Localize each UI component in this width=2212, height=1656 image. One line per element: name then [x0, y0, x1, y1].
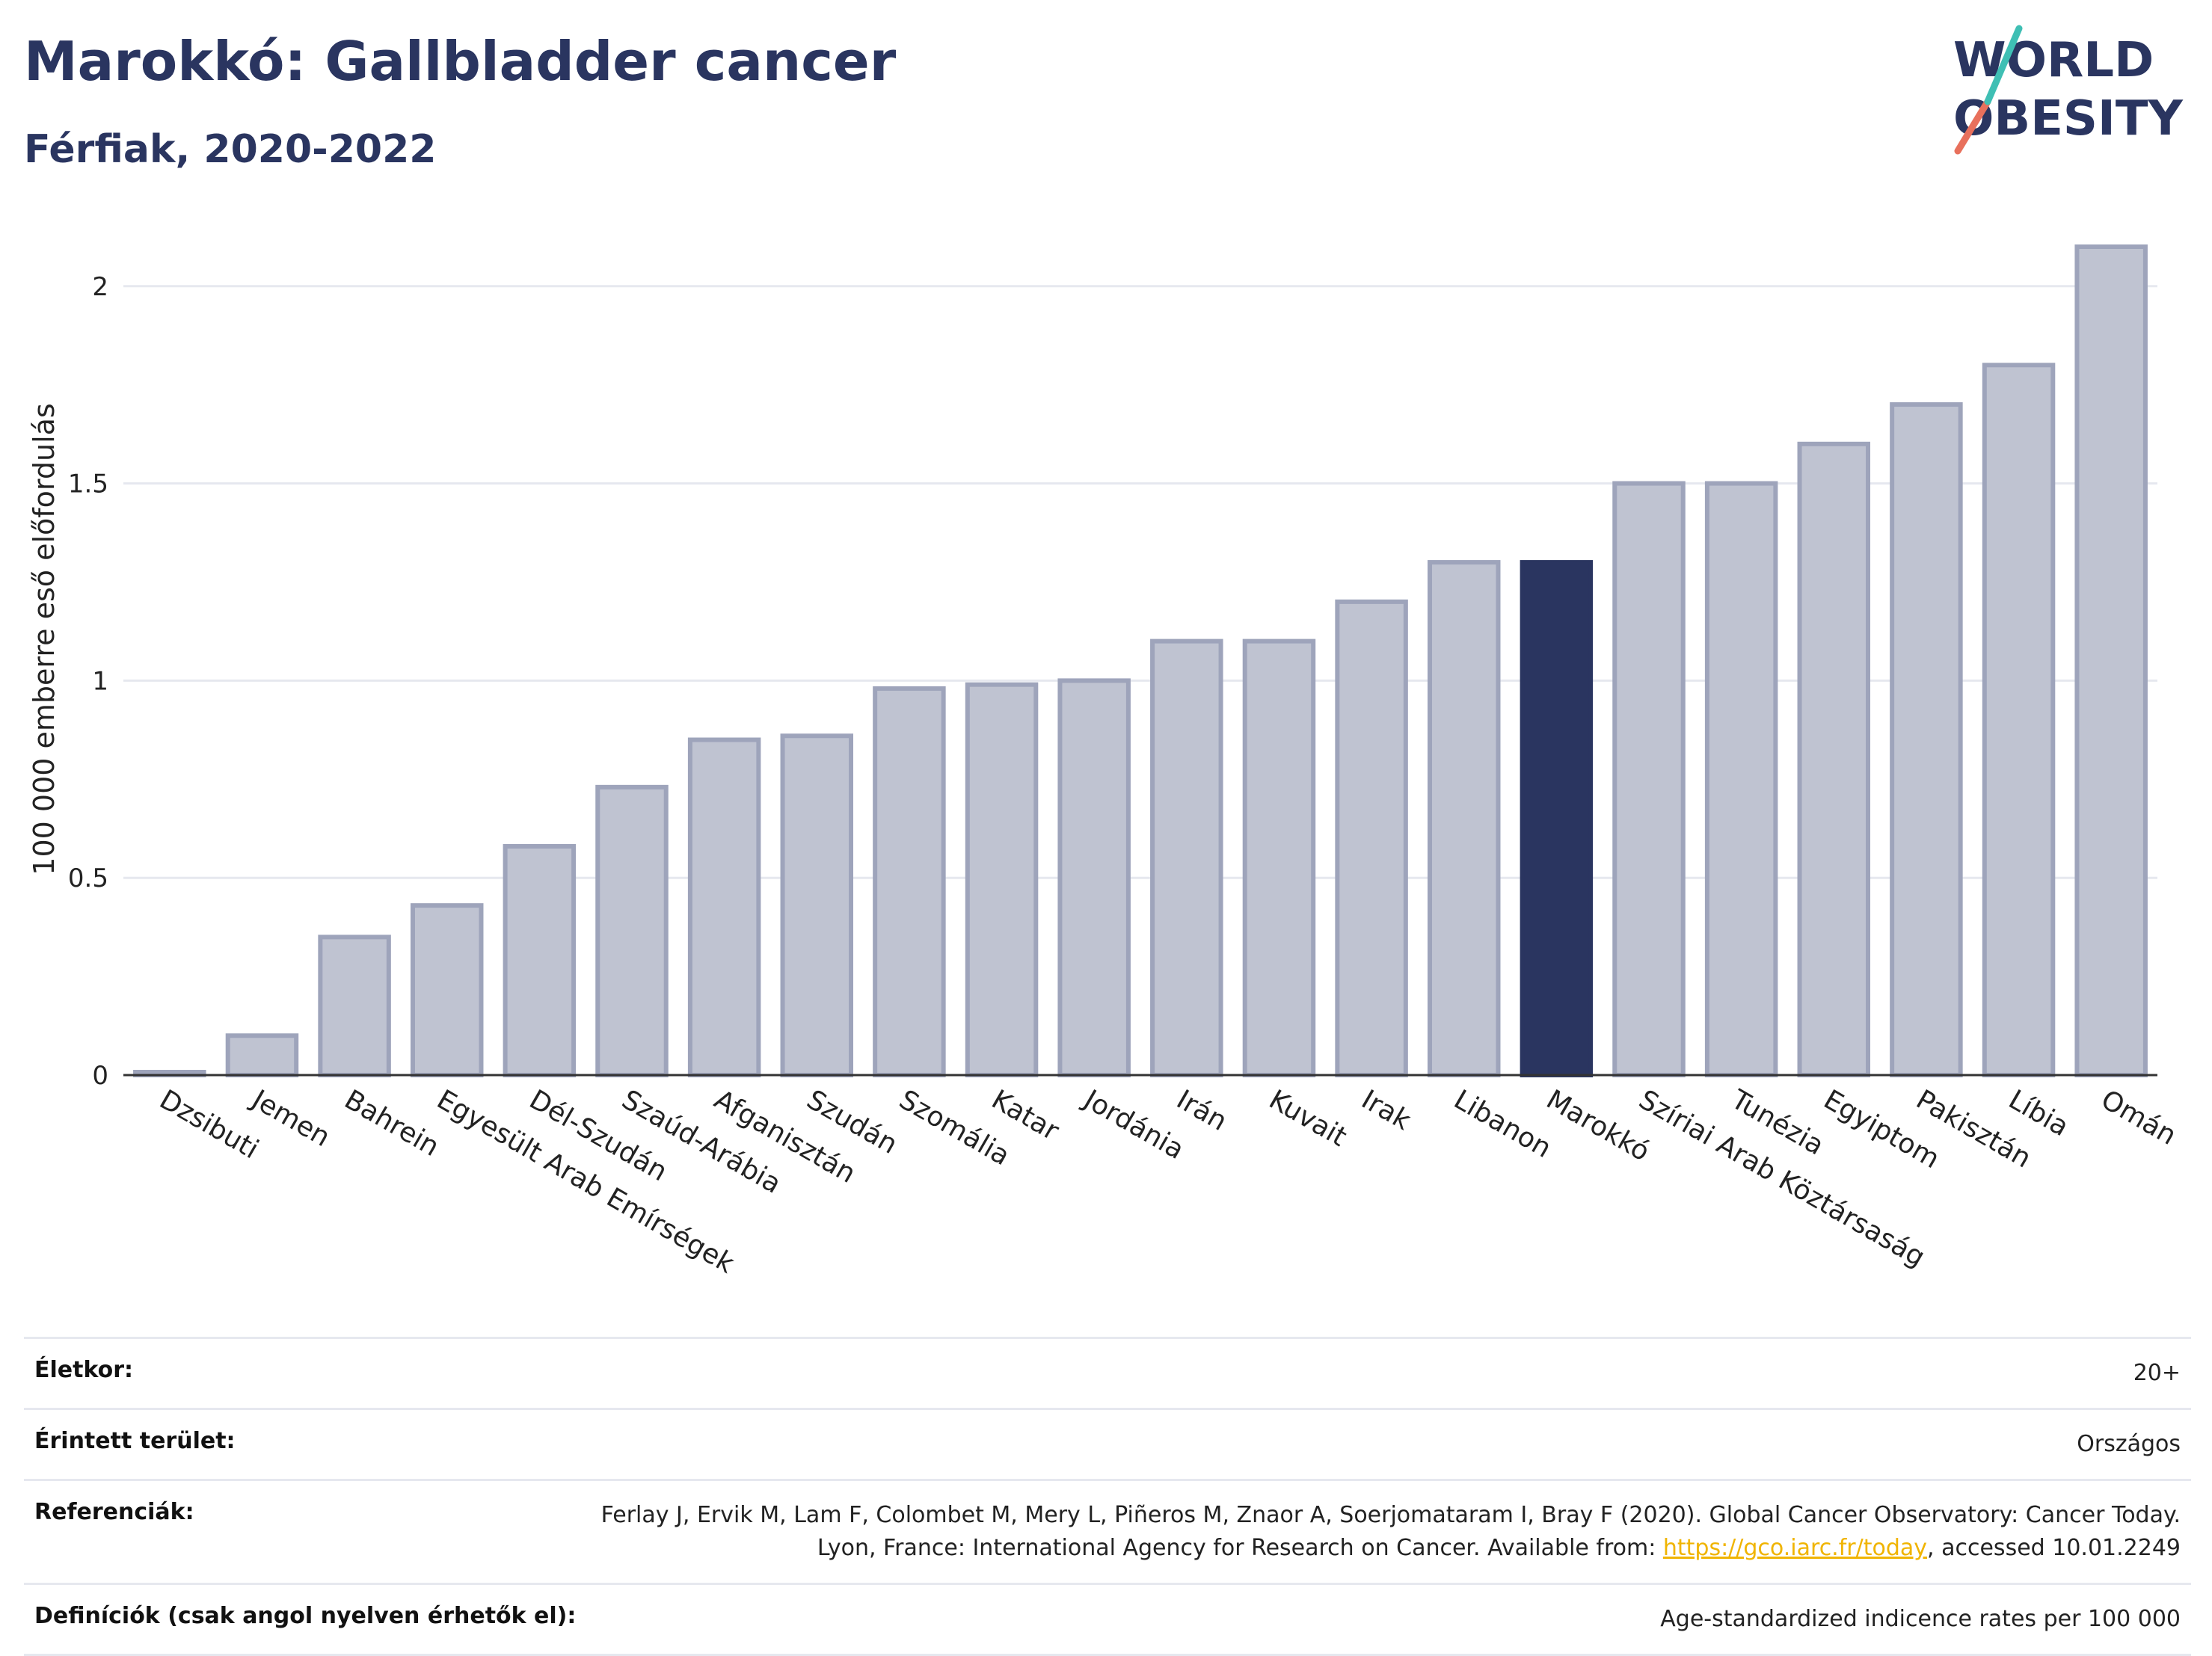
- bar-Omán: [2074, 244, 2148, 1077]
- x-tick-label: Irak: [1357, 1084, 1416, 1136]
- footer-row-definitions: Definíciók (csak angol nyelven érhetők e…: [24, 1583, 2191, 1656]
- bar-Dél-Szudán: [503, 843, 577, 1077]
- x-tick-label: Líbia: [2003, 1084, 2074, 1142]
- footer-row-references: Referenciák: Ferlay J, Ervik M, Lam F, C…: [24, 1479, 2191, 1583]
- x-tick-label: Dzsibuti: [154, 1084, 263, 1165]
- bar-Irán: [1150, 638, 1223, 1077]
- world-obesity-logo: WORLD OBESITY: [1953, 25, 2183, 155]
- bar-Szudán: [780, 733, 854, 1077]
- y-tick-label: 0.5: [68, 864, 108, 893]
- y-tick-label: 2: [92, 272, 108, 302]
- y-tick-label: 0: [92, 1061, 108, 1091]
- bar-Marokkó: [1520, 560, 1594, 1077]
- y-tick-label: 1: [92, 666, 108, 696]
- bar-Irak: [1335, 599, 1408, 1077]
- bar-Jordánia: [1057, 678, 1131, 1077]
- x-tick-label: Jordánia: [1078, 1083, 1189, 1166]
- bar-Katar: [965, 682, 1039, 1077]
- x-tick-label: Szaúd-Arábia: [617, 1084, 787, 1200]
- definitions-label: Definíciók (csak angol nyelven érhetők e…: [34, 1603, 577, 1629]
- y-tick-label: 1.5: [68, 470, 108, 499]
- footer-table: Életkor: 20+ Érintett terület: Országos …: [24, 1337, 2191, 1656]
- bar-Szíriai Arab Köztársaság: [1612, 481, 1686, 1077]
- bar-Líbia: [1982, 363, 2056, 1077]
- area-label: Érintett terület:: [34, 1428, 236, 1454]
- bar-Bahrein: [318, 935, 391, 1078]
- references-value: Ferlay J, Ervik M, Lam F, Colombet M, Me…: [535, 1499, 2181, 1565]
- references-label: Referenciák:: [34, 1499, 194, 1525]
- page-subtitle: Férfiak, 2020-2022: [24, 127, 437, 172]
- x-tick-label: Irán: [1171, 1084, 1232, 1137]
- x-tick-label: Marokkó: [1541, 1084, 1655, 1167]
- references-accessed: , accessed 10.01.2249: [1927, 1535, 2181, 1561]
- references-link[interactable]: https://gco.iarc.fr/today: [1662, 1535, 1928, 1561]
- footer-row-age: Életkor: 20+: [24, 1337, 2191, 1408]
- y-axis-label: 100 000 emberre eső előfordulás: [28, 403, 61, 875]
- bar-Tunézia: [1704, 481, 1778, 1077]
- bar-Pakisztán: [1890, 402, 1963, 1077]
- bar-Libanon: [1427, 560, 1501, 1077]
- definitions-value: Age-standardized indicence rates per 100…: [1660, 1606, 2181, 1632]
- age-label: Életkor:: [34, 1357, 134, 1383]
- bar-Kuvait: [1242, 638, 1316, 1077]
- bar-Egyesült Arab Emírségek: [410, 903, 484, 1077]
- bar-Jemen: [225, 1033, 299, 1077]
- x-tick-label: Bahrein: [340, 1084, 444, 1163]
- svg-text:WORLD: WORLD: [1953, 33, 2154, 88]
- x-tick-label: Libanon: [1448, 1084, 1556, 1164]
- bars-layer: [133, 244, 2148, 1078]
- bar-Szomália: [873, 686, 946, 1077]
- x-tick-label: Kuvait: [1264, 1084, 1352, 1153]
- references-text: Ferlay J, Ervik M, Lam F, Colombet M, Me…: [600, 1502, 2181, 1561]
- page-title: Marokkó: Gallbladder cancer: [24, 30, 897, 93]
- bar-Egyiptom: [1797, 441, 1871, 1077]
- bar-Afganisztán: [687, 737, 761, 1077]
- age-value: 20+: [2133, 1360, 2181, 1386]
- footer-row-area: Érintett terület: Országos: [24, 1408, 2191, 1479]
- area-value: Országos: [2077, 1431, 2181, 1457]
- x-tick-label: Omán: [2096, 1084, 2181, 1151]
- bar-Szaúd-Arábia: [595, 784, 669, 1078]
